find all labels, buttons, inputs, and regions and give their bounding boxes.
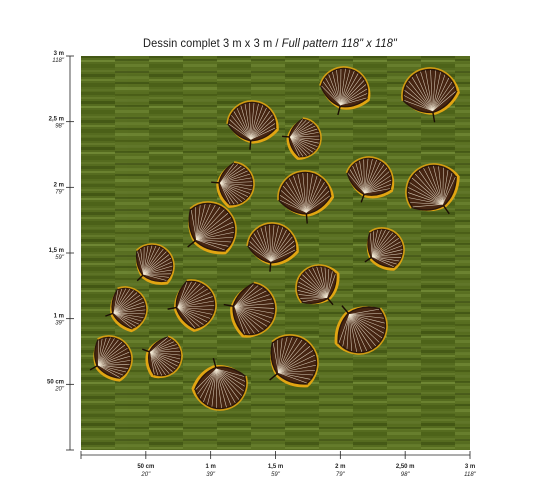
- leaf-motif: [405, 163, 460, 215]
- bottom-tick-imperial: 59": [271, 472, 281, 478]
- bottom-tick-metric: 3 m: [465, 464, 475, 470]
- left-tick: 1,5 m59": [49, 248, 74, 261]
- title-italic: Full pattern 118" x 118": [281, 36, 397, 50]
- leaf-motif: [211, 161, 255, 208]
- bottom-tick-metric: 50 cm: [137, 464, 154, 470]
- left-tick: 2 m79": [54, 182, 74, 195]
- leaf-motif: [142, 335, 183, 379]
- left-tick: 2,5 m98": [49, 117, 74, 130]
- bottom-tick-imperial: 79": [336, 472, 346, 478]
- left-tick-metric: 50 cm: [47, 379, 64, 385]
- left-tick-imperial: 59": [55, 255, 65, 261]
- leaf-motif: [277, 170, 335, 224]
- bottom-tick: 1,5 m 59": [268, 451, 283, 478]
- title-main: Dessin complet 3 m x 3 m /: [143, 36, 279, 50]
- left-tick-metric: 1 m: [54, 314, 64, 320]
- bottom-tick: 2,50 m 98": [396, 451, 415, 478]
- bottom-tick-imperial: 20": [140, 472, 151, 478]
- left-tick-metric: 3 m: [54, 51, 64, 57]
- leaf-motif: [295, 264, 340, 306]
- leaf-motif: [269, 334, 319, 388]
- left-tick-imperial: 118": [52, 58, 65, 64]
- leaf-motif: [246, 222, 299, 272]
- left-tick-metric: 1,5 m: [49, 248, 64, 254]
- bottom-tick-metric: 2 m: [335, 464, 345, 470]
- leaf-motif: [167, 279, 217, 332]
- bottom-tick: 1 m39": [205, 451, 216, 478]
- left-tick-metric: 2 m: [54, 182, 64, 188]
- leaf-motif: [401, 67, 460, 123]
- bottom-tick-imperial: 39": [206, 472, 216, 478]
- left-tick-imperial: 79": [55, 189, 65, 195]
- left-tick: 1 m39": [54, 314, 74, 327]
- bottom-tick: 2 m79": [335, 451, 346, 478]
- leaf-motif: [345, 156, 395, 203]
- bottom-tick-metric: 1,5 m: [268, 464, 283, 470]
- leaf-motif: [89, 335, 133, 382]
- bottom-tick-imperial: 98": [401, 472, 411, 478]
- leaf-motif: [223, 281, 277, 338]
- leaf-motif: [334, 305, 388, 355]
- leaf-motif: [282, 117, 322, 160]
- left-tick-metric: 2,5 m: [49, 117, 64, 123]
- leaf-motif: [187, 201, 237, 255]
- bottom-tick-metric: 1 m: [205, 464, 215, 470]
- leaf-motif: [226, 100, 279, 150]
- bottom-tick-metric: 2,50 m: [396, 464, 415, 470]
- bottom-tick: 3 m 118": [464, 451, 477, 478]
- bottom-tick-imperial: 118": [464, 472, 477, 478]
- leaf-motif: [319, 66, 371, 116]
- leaf-motif: [105, 286, 148, 333]
- leaf-motif: [135, 243, 175, 285]
- left-tick-imperial: 98": [55, 124, 65, 130]
- leaf-motif: [364, 227, 405, 271]
- bottom-tick: 50 cm 20": [137, 451, 154, 478]
- left-tick-imperial: 39": [55, 321, 65, 327]
- leaf-layer: [89, 66, 460, 411]
- left-tick-imperial: 20": [54, 386, 65, 392]
- pattern-title: Dessin complet 3 m x 3 m / Full pattern …: [22, 36, 519, 50]
- leaf-motif: [191, 358, 248, 411]
